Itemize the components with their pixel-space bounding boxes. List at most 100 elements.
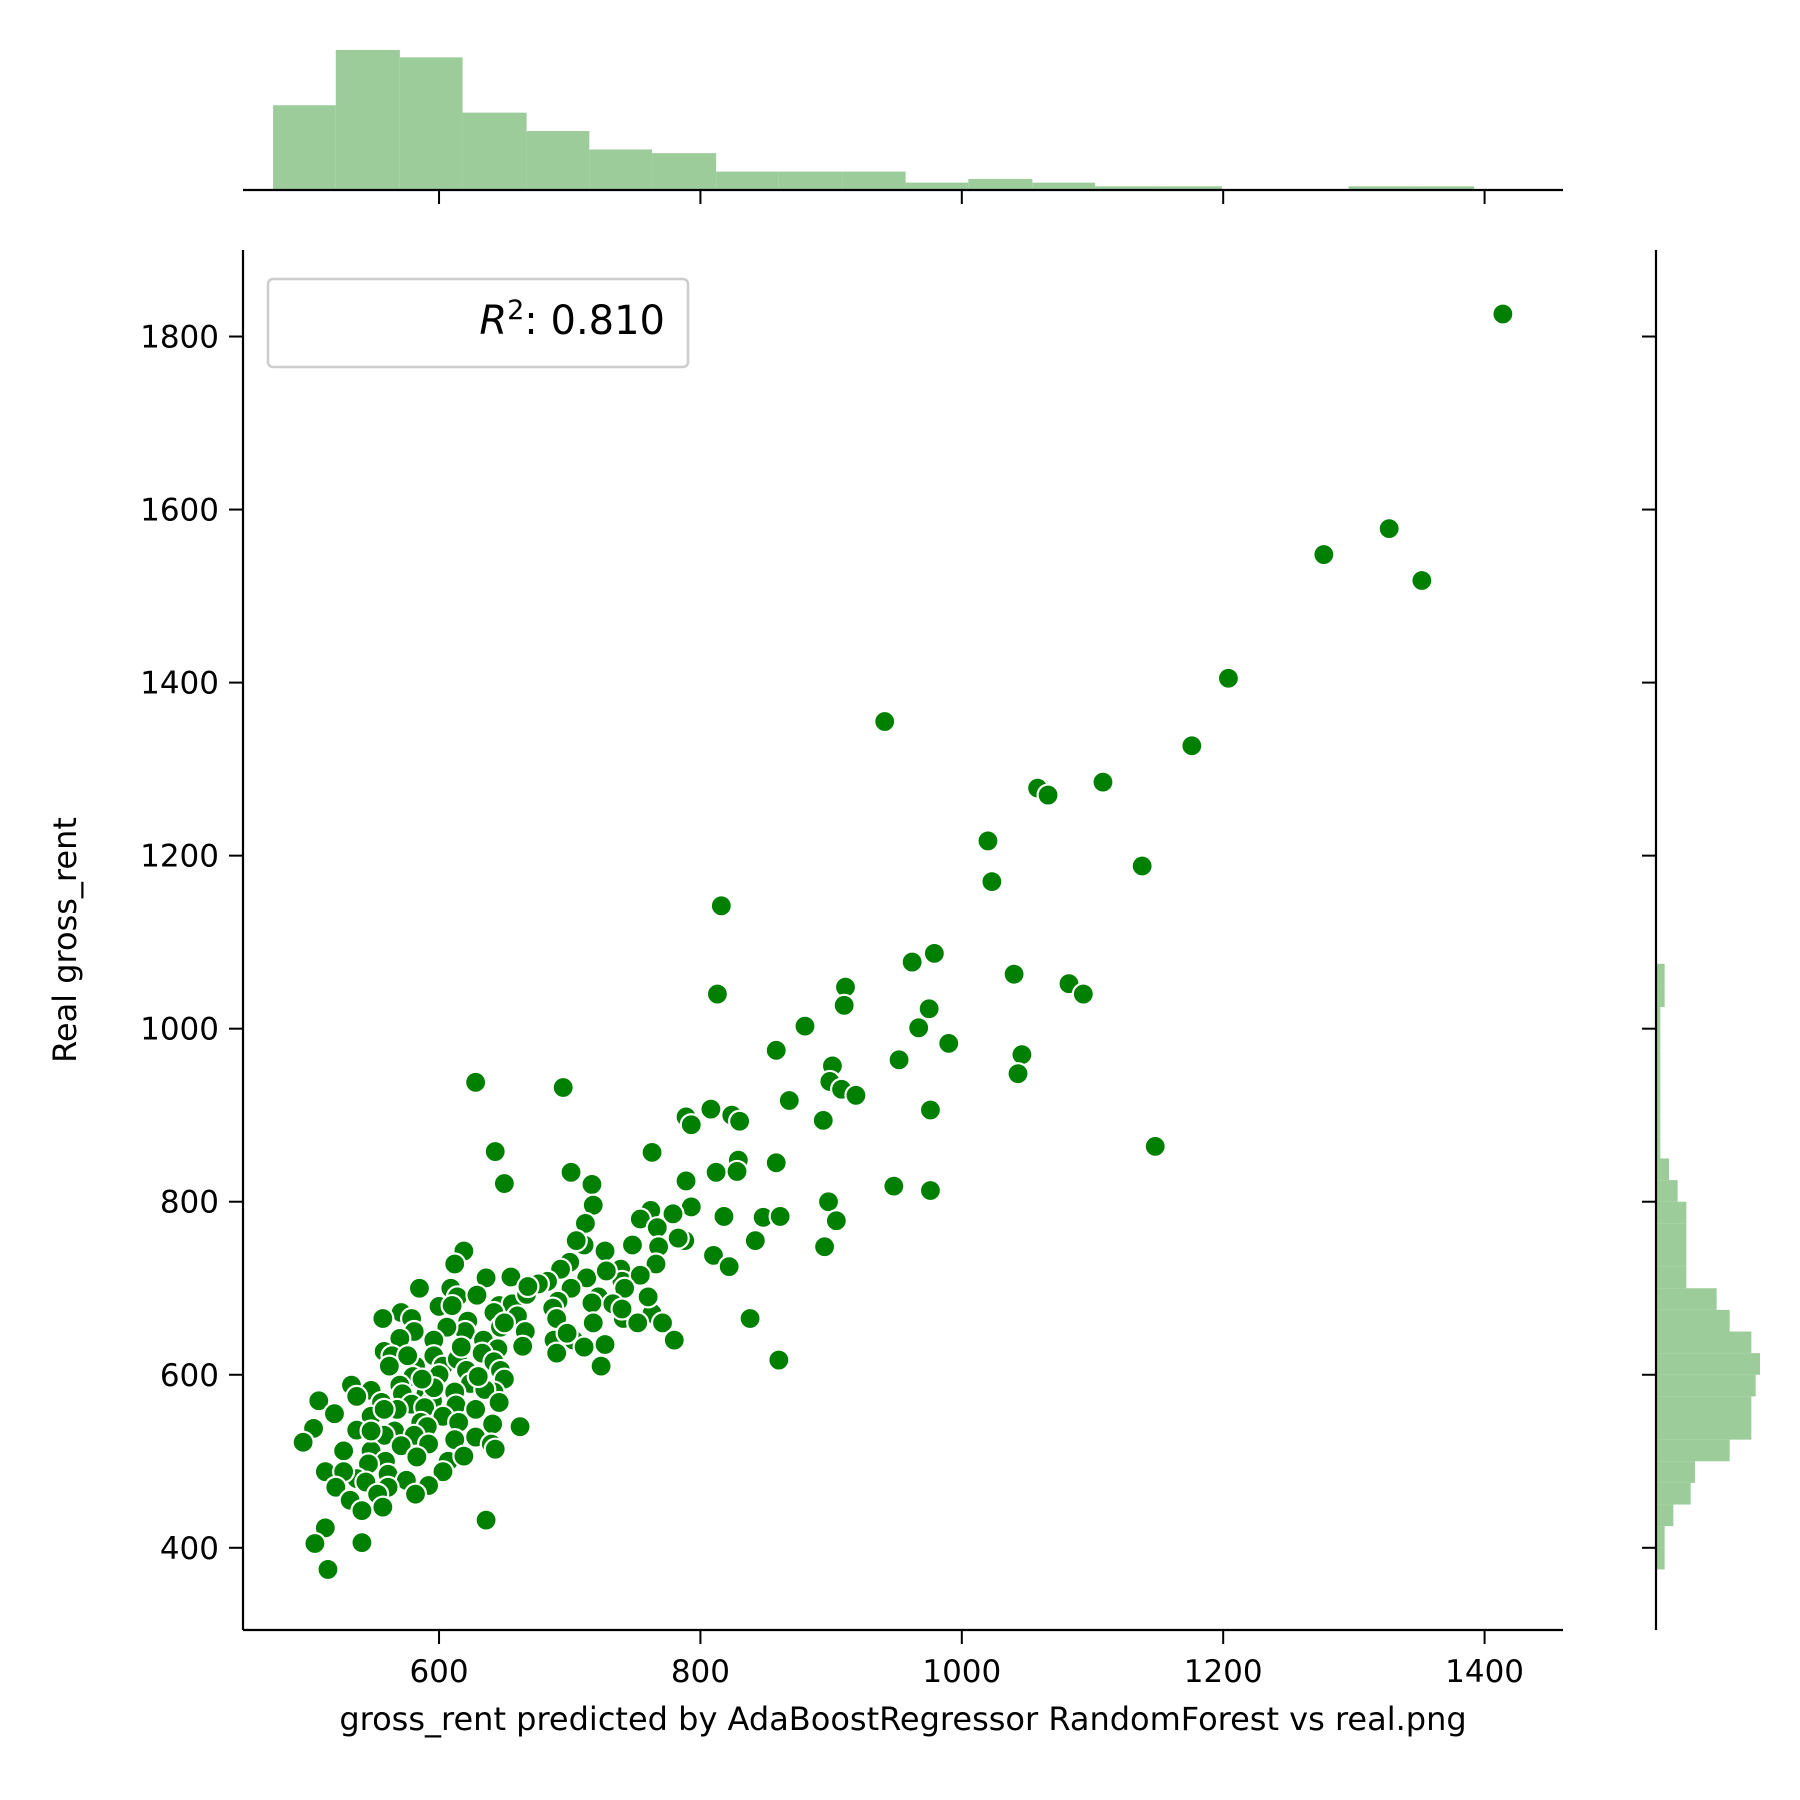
scatter-point bbox=[396, 1344, 420, 1368]
scatter-point bbox=[1010, 1043, 1034, 1067]
legend-box bbox=[266, 277, 690, 369]
y-hist-bar bbox=[1656, 1461, 1695, 1483]
scatter-point bbox=[650, 1311, 675, 1335]
scatter-point bbox=[555, 1321, 579, 1345]
scatter-point bbox=[743, 1229, 767, 1253]
scatter-point bbox=[725, 1159, 749, 1184]
x-hist-bar bbox=[652, 153, 717, 190]
scatter-point bbox=[900, 950, 924, 974]
scatter-point bbox=[492, 1171, 516, 1196]
scatter-point bbox=[764, 1151, 788, 1175]
scatter-point bbox=[545, 1341, 569, 1365]
scatter-point bbox=[980, 869, 1004, 894]
x-hist-bar bbox=[968, 178, 1033, 190]
scatter-point bbox=[516, 1274, 540, 1299]
y-tick-label: 1400 bbox=[140, 666, 219, 702]
x-hist-bar bbox=[842, 171, 906, 190]
scatter-point bbox=[811, 1108, 835, 1132]
scatter-point bbox=[1180, 734, 1204, 758]
scatter-point bbox=[832, 993, 856, 1017]
scatter-point bbox=[717, 1255, 741, 1279]
scatter-point bbox=[1491, 302, 1515, 326]
scatter-point bbox=[487, 1390, 511, 1415]
scatter-point bbox=[303, 1531, 327, 1556]
scatter-point bbox=[662, 1328, 686, 1352]
y-tick-label: 600 bbox=[160, 1358, 219, 1394]
scatter-point bbox=[922, 941, 946, 966]
legend-label-main: R bbox=[479, 298, 507, 344]
x-hist-bar bbox=[1348, 186, 1412, 190]
y-hist-bar bbox=[1656, 1374, 1756, 1397]
y-hist-bar bbox=[1656, 1093, 1661, 1116]
scatter-point bbox=[1216, 666, 1241, 690]
scatter-point bbox=[291, 1430, 315, 1454]
legend: R2: 0.810 bbox=[266, 277, 690, 369]
scatter-point bbox=[464, 1397, 488, 1421]
x-hist-bar bbox=[1032, 182, 1096, 190]
y-hist-bar bbox=[1656, 1396, 1752, 1419]
scatter-point bbox=[322, 1402, 347, 1426]
x-hist-bar bbox=[335, 50, 400, 190]
y-hist-bar bbox=[1656, 1288, 1717, 1310]
scatter-point bbox=[1071, 982, 1095, 1006]
x-tick-label: 1000 bbox=[922, 1654, 1001, 1690]
y-tick-label: 1000 bbox=[140, 1012, 219, 1048]
scatter-point bbox=[324, 1475, 348, 1499]
scatter-point bbox=[581, 1311, 605, 1335]
y-hist-bar bbox=[1656, 1028, 1661, 1051]
y-hist-bar bbox=[1656, 1158, 1669, 1181]
scatter-point bbox=[593, 1239, 617, 1263]
x-hist-bar bbox=[589, 149, 653, 190]
x-marginal-histogram bbox=[243, 50, 1563, 204]
y-hist-bar bbox=[1656, 1439, 1730, 1462]
scatter-point bbox=[405, 1445, 429, 1469]
scatter-point bbox=[483, 1437, 507, 1461]
scatter-point bbox=[917, 997, 941, 1021]
scatter-point bbox=[626, 1311, 650, 1335]
x-hist-bar bbox=[778, 171, 843, 190]
scatter-point bbox=[350, 1531, 374, 1555]
scatter-point bbox=[466, 1364, 490, 1389]
y-hist-bar bbox=[1656, 1136, 1661, 1159]
scatter-point bbox=[449, 1335, 473, 1359]
scatter-point bbox=[593, 1332, 617, 1357]
y-hist-bar bbox=[1656, 1115, 1661, 1137]
scatter-point bbox=[816, 1190, 841, 1214]
y-hist-bar bbox=[1656, 1418, 1752, 1440]
scatter-point bbox=[918, 1098, 943, 1122]
scatter-point bbox=[572, 1335, 596, 1359]
scatter-point bbox=[474, 1508, 498, 1532]
scatter-point bbox=[345, 1384, 369, 1408]
scatter-point bbox=[359, 1419, 383, 1443]
y-hist-bar bbox=[1656, 1223, 1687, 1245]
y-hist-bar bbox=[1656, 1482, 1691, 1505]
y-hist-bar bbox=[1656, 1353, 1760, 1375]
x-tick-label: 1200 bbox=[1184, 1654, 1263, 1690]
legend-label: R2: 0.810 bbox=[479, 295, 665, 344]
scatter-point bbox=[589, 1354, 613, 1378]
scatter-point bbox=[443, 1252, 467, 1276]
scatter-point bbox=[937, 1031, 961, 1055]
y-tick-label: 1800 bbox=[140, 320, 219, 356]
scatter-point bbox=[372, 1397, 396, 1421]
y-hist-bar bbox=[1656, 1007, 1661, 1029]
scatter-point bbox=[492, 1311, 516, 1335]
scatter-point bbox=[1002, 962, 1026, 986]
main-scatter-plot: 600 800 1000 1200 1400 400 600 800 1000 1200 1400 1… bbox=[140, 250, 1563, 1690]
scatter-point bbox=[316, 1557, 340, 1582]
scatter-point bbox=[812, 1235, 837, 1259]
scatter-point bbox=[704, 1160, 728, 1184]
scatter-points bbox=[291, 302, 1515, 1582]
x-tick-label: 800 bbox=[671, 1654, 730, 1690]
y-axis-title: Real gross_rent bbox=[46, 817, 84, 1063]
scatter-point bbox=[1006, 1062, 1030, 1086]
scatter-point bbox=[777, 1088, 801, 1113]
scatter-point bbox=[350, 1499, 374, 1523]
y-hist-bar bbox=[1656, 1526, 1665, 1548]
scatter-point bbox=[564, 1229, 588, 1253]
scatter-point bbox=[1410, 568, 1434, 593]
scatter-point bbox=[674, 1169, 698, 1193]
x-hist-bar bbox=[905, 182, 969, 190]
